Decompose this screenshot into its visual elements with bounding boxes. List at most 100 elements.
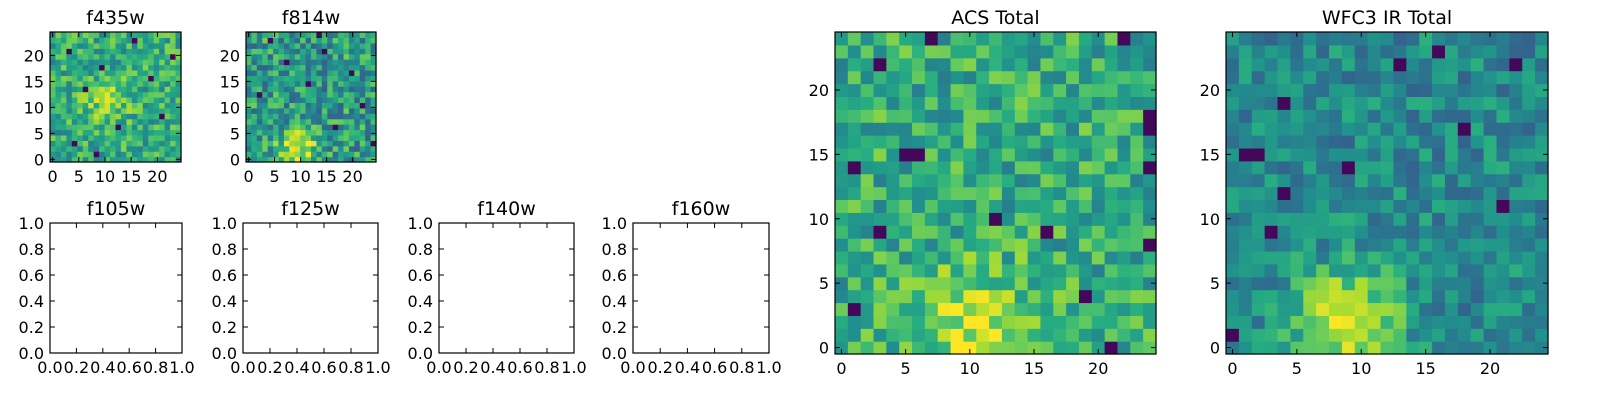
heatmap-cell: [283, 118, 290, 125]
heatmap-cell: [976, 263, 990, 278]
panel-f125w: 0.0 0.2 0.4 0.6 0.8 1.00.00.20.40.60.81.0f125…: [212, 198, 391, 377]
heatmap-cell: [1226, 199, 1240, 213]
heatmap-cell: [1329, 315, 1343, 329]
heatmap-cell: [256, 156, 263, 163]
heatmap-cell: [1251, 238, 1266, 252]
heatmap-cell: [1483, 302, 1498, 316]
heatmap-cell: [1393, 302, 1407, 316]
heatmap-cell: [142, 129, 149, 136]
heatmap-cell: [137, 118, 144, 125]
heatmap-cell: [1303, 328, 1317, 342]
heatmap-cell: [1040, 96, 1054, 110]
heatmap-cell: [1457, 122, 1472, 136]
heatmap-cell: [912, 212, 926, 226]
heatmap-cell: [847, 135, 862, 149]
heatmap-cell: [66, 134, 73, 141]
heatmap-cell: [338, 151, 345, 158]
heatmap-cell: [126, 32, 133, 39]
heatmap-cell: [137, 86, 144, 93]
heatmap-cell: [170, 140, 177, 147]
heatmap-cell: [860, 186, 875, 201]
heatmap-cell: [1483, 44, 1498, 59]
heatmap-cell: [1483, 83, 1498, 97]
heatmap-cell: [354, 86, 361, 93]
heatmap-cell: [262, 32, 269, 39]
heatmap-cell: [1117, 44, 1131, 59]
heatmap-cell: [175, 97, 182, 104]
heatmap-cell: [283, 32, 290, 39]
heatmap-cell: [142, 64, 149, 71]
heatmap-cell: [950, 328, 964, 342]
heatmap-cell: [278, 102, 285, 109]
heatmap-cell: [835, 328, 849, 342]
heatmap-cell: [82, 91, 89, 98]
heatmap-cell: [246, 102, 253, 109]
heatmap-cell: [55, 64, 62, 71]
heatmap-cell: [153, 124, 160, 131]
heatmap-cell: [847, 57, 862, 72]
heatmap-cell: [1277, 32, 1291, 46]
x-tick-label: 0.2: [647, 358, 672, 377]
heatmap-cell: [950, 263, 964, 278]
heatmap-cell: [886, 302, 900, 316]
heatmap-cell: [338, 156, 345, 163]
heatmap-cell: [332, 64, 339, 71]
heatmap-cell: [1457, 238, 1472, 252]
heatmap-cell: [251, 69, 258, 76]
heatmap-cell: [175, 59, 182, 66]
heatmap-cell: [937, 70, 952, 85]
heatmap-cell: [343, 145, 350, 152]
heatmap-cell: [267, 134, 274, 141]
heatmap-cell: [354, 91, 361, 98]
heatmap-cell: [1040, 225, 1054, 239]
heatmap-cell: [365, 145, 372, 152]
heatmap-cell: [60, 48, 67, 55]
heatmap-cell: [950, 109, 964, 123]
heatmap-cell: [1104, 199, 1119, 213]
heatmap-cell: [66, 151, 73, 158]
heatmap-cell: [1457, 315, 1472, 329]
heatmap-cell: [950, 225, 964, 239]
heatmap-cell: [120, 124, 128, 131]
heatmap-cell: [1001, 225, 1016, 239]
x-tick-label: 5: [74, 167, 84, 186]
heatmap-cell: [963, 341, 977, 355]
heatmap-cell: [1406, 109, 1420, 123]
heatmap-cell: [294, 156, 301, 163]
heatmap-cell: [82, 118, 89, 125]
heatmap-cell: [148, 97, 155, 104]
heatmap-cell: [1522, 57, 1536, 72]
heatmap-cell: [153, 140, 160, 147]
heatmap-cell: [159, 102, 166, 109]
heatmap-cell: [1457, 160, 1472, 175]
heatmap-cell: [1066, 328, 1080, 342]
heatmap-cell: [66, 48, 73, 55]
heatmap-cell: [1303, 44, 1317, 59]
heatmap-cell: [77, 80, 84, 87]
heatmap-cell: [137, 97, 144, 104]
heatmap-cell: [1226, 276, 1240, 291]
heatmap-cell: [1027, 328, 1042, 342]
heatmap-cell: [55, 91, 62, 98]
heatmap-cell: [327, 129, 334, 136]
heatmap-cell: [1027, 250, 1042, 265]
heatmap-cell: [1290, 341, 1304, 355]
heatmap-cell: [294, 124, 301, 131]
heatmap-cell: [1470, 122, 1485, 136]
heatmap-cell: [899, 44, 913, 59]
heatmap-cell: [950, 238, 964, 252]
heatmap-cell: [93, 53, 100, 60]
heatmap-cell: [110, 37, 117, 44]
heatmap-cell: [137, 48, 144, 55]
heatmap-cell: [311, 97, 318, 104]
heatmap-cell: [1238, 238, 1253, 252]
heatmap-cell: [989, 328, 1003, 342]
heatmap-cell: [860, 315, 875, 329]
heatmap-cell: [899, 70, 913, 85]
heatmap-cell: [1329, 302, 1343, 316]
heatmap-cell: [1040, 109, 1054, 123]
heatmap-cell: [365, 140, 372, 147]
panel-title-f105w: f105w: [87, 198, 146, 220]
heatmap-cell: [1066, 96, 1080, 110]
heatmap-cell: [873, 173, 887, 188]
